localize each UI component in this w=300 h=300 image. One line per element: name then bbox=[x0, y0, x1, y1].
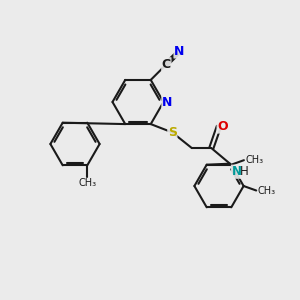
Text: C: C bbox=[162, 58, 171, 71]
Text: O: O bbox=[217, 120, 228, 133]
Text: S: S bbox=[168, 126, 177, 139]
Text: N: N bbox=[174, 45, 184, 58]
Text: CH₃: CH₃ bbox=[78, 178, 96, 188]
Text: H: H bbox=[240, 165, 248, 178]
Text: CH₃: CH₃ bbox=[245, 155, 263, 165]
Text: N: N bbox=[162, 95, 172, 109]
Text: N: N bbox=[232, 165, 242, 178]
Text: CH₃: CH₃ bbox=[257, 185, 275, 196]
